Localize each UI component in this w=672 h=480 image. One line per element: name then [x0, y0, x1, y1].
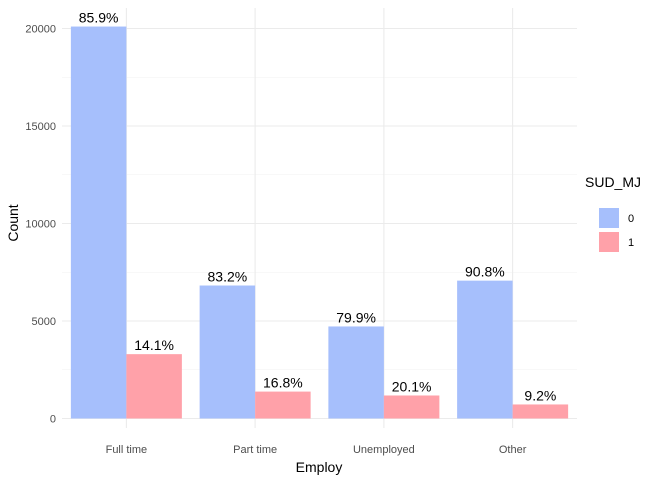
bar-labels: 85.9% 83.2% 79.9% 90.8% 14.1% 16.8% 20.1% 9.2% — [79, 10, 557, 404]
legend-title: SUD_MJ — [585, 174, 641, 190]
x-tick-label: Other — [499, 444, 527, 456]
bar — [457, 280, 513, 419]
bar-label: 79.9% — [336, 309, 376, 325]
y-axis-ticks: 0 5000 10000 15000 20000 — [25, 24, 56, 426]
x-axis-title: Employ — [296, 459, 343, 475]
legend-label: 1 — [628, 237, 634, 249]
bar — [328, 326, 384, 419]
bar — [383, 395, 440, 419]
y-tick-label: 20000 — [25, 24, 56, 36]
bar — [126, 354, 182, 419]
legend-label: 0 — [628, 213, 634, 225]
bar-label: 16.8% — [263, 375, 303, 391]
bars — [70, 26, 569, 419]
bar — [255, 391, 311, 419]
x-tick-label: Unemployed — [353, 444, 415, 456]
bar-label: 85.9% — [79, 10, 119, 26]
legend-swatch — [599, 232, 619, 252]
bar — [512, 404, 569, 419]
bar-label: 90.8% — [465, 264, 505, 280]
x-axis-ticks: Full time Part time Unemployed Other — [106, 444, 527, 456]
bar — [70, 26, 127, 419]
bar — [199, 285, 256, 419]
bar-label: 9.2% — [524, 387, 556, 403]
legend: SUD_MJ 0 1 — [585, 174, 641, 252]
x-tick-label: Full time — [106, 444, 148, 456]
x-tick-label: Part time — [233, 444, 277, 456]
y-tick-label: 10000 — [25, 219, 56, 231]
y-tick-label: 0 — [50, 414, 56, 426]
legend-swatch — [599, 208, 619, 228]
y-tick-label: 15000 — [25, 121, 56, 133]
y-axis-title: Count — [5, 204, 21, 241]
bar-label: 83.2% — [208, 269, 248, 285]
y-tick-label: 5000 — [32, 316, 56, 328]
bar-label: 20.1% — [392, 378, 432, 394]
bar-label: 14.1% — [134, 337, 174, 353]
